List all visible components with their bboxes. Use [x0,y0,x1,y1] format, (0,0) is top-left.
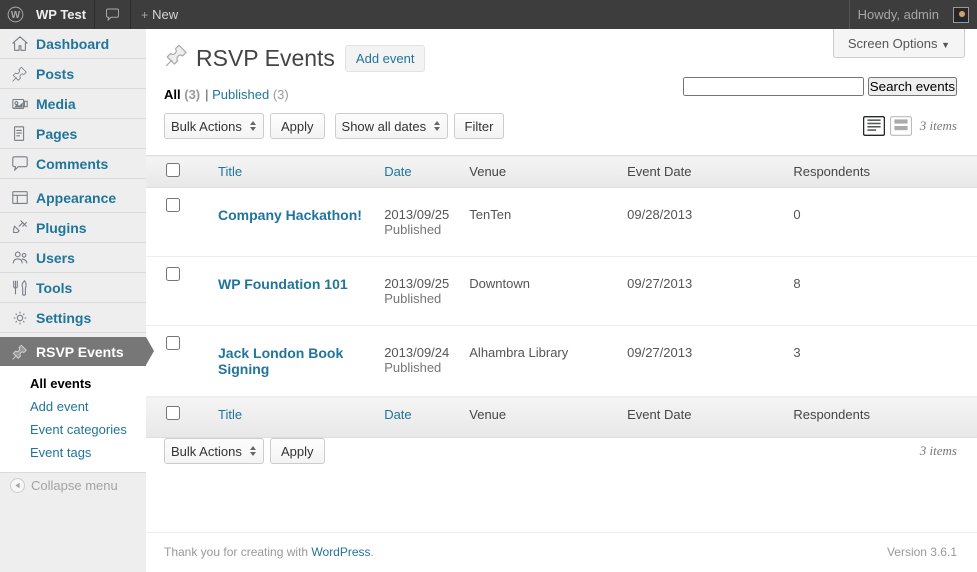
svg-text:W: W [10,10,20,21]
